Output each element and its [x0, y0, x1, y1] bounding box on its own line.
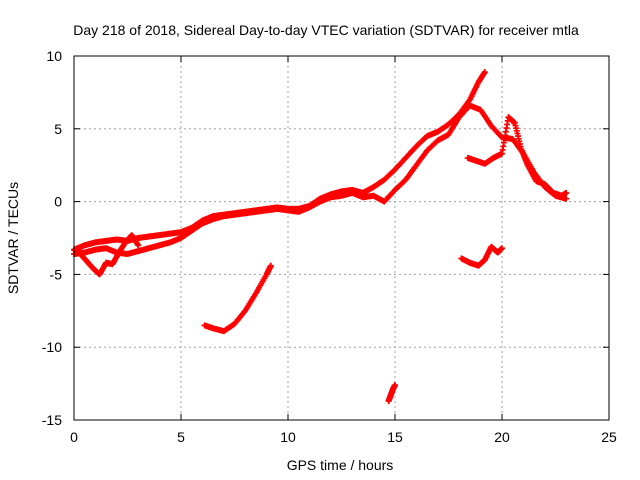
x-tick-label: 15 [387, 429, 403, 445]
series-track-late-branch [464, 114, 570, 199]
y-axis-label: SDTVAR / TECUs [5, 182, 21, 294]
data-point [563, 195, 570, 202]
series-track-main-lower [71, 102, 570, 258]
x-tick-label: 0 [70, 429, 78, 445]
x-axis-label: GPS time / hours [287, 457, 394, 473]
series-track-short-segment [385, 382, 398, 405]
x-tick-label: 10 [280, 429, 296, 445]
data-point [481, 69, 488, 76]
series-track-arc [201, 262, 274, 335]
data-point [499, 245, 505, 252]
x-tick-label: 25 [601, 429, 617, 445]
x-tick-label: 5 [177, 429, 185, 445]
y-tick-label: -5 [50, 266, 63, 282]
data-point [563, 189, 570, 196]
chart-title: Day 218 of 2018, Sidereal Day-to-day VTE… [73, 22, 579, 38]
y-tick-label: -15 [42, 412, 62, 428]
series-track-early-dip [71, 232, 142, 278]
x-tick-label: 20 [494, 429, 510, 445]
data-point [392, 382, 398, 389]
plot-frame [73, 55, 610, 421]
data-point [267, 262, 274, 269]
grid-lines [74, 56, 609, 420]
x-tick-labels: 0 5 10 15 20 25 [70, 429, 617, 445]
data-points [71, 69, 570, 405]
y-tick-label: 10 [46, 48, 62, 64]
y-tick-label: 5 [54, 121, 62, 137]
y-tick-label: -10 [42, 339, 62, 355]
data-point [135, 242, 142, 249]
series-track-right-fragment [458, 243, 505, 269]
y-tick-labels: -15 -10 -5 0 5 10 [42, 48, 62, 428]
y-tick-label: 0 [54, 194, 62, 210]
axis-ticks [73, 55, 610, 421]
